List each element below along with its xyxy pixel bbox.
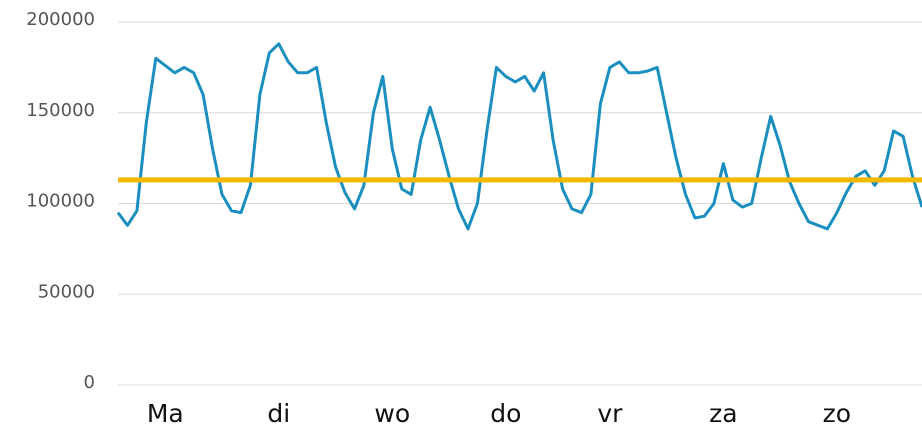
x-tick-label: do	[490, 399, 521, 428]
y-tick-label: 200000	[26, 9, 95, 30]
x-tick-label: vr	[597, 399, 623, 428]
y-tick-label: 50000	[38, 281, 95, 302]
y-tick-label: 150000	[26, 100, 95, 121]
x-tick-label: wo	[374, 399, 410, 428]
y-tick-label: 0	[84, 372, 95, 393]
y-tick-label: 100000	[26, 191, 95, 212]
data-line	[116, 42, 922, 231]
x-tick-label: za	[709, 399, 737, 428]
x-tick-label: zo	[823, 399, 851, 428]
x-tick-label: Ma	[147, 399, 184, 428]
x-tick-label: di	[267, 399, 290, 428]
